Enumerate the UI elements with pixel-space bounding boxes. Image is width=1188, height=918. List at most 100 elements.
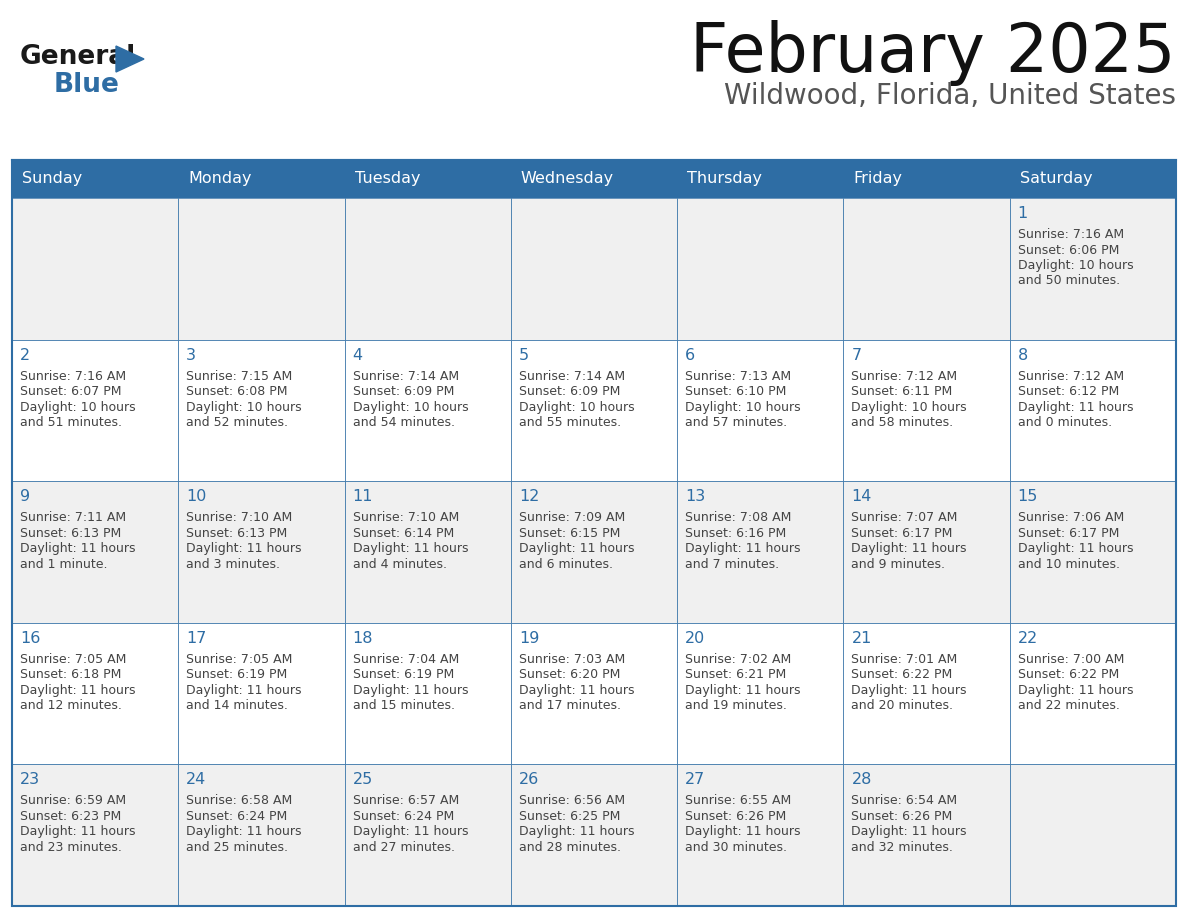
Text: and 9 minutes.: and 9 minutes. xyxy=(852,558,946,571)
Text: 16: 16 xyxy=(20,631,40,645)
Text: 7: 7 xyxy=(852,348,861,363)
Text: Sunrise: 7:13 AM: Sunrise: 7:13 AM xyxy=(685,370,791,383)
Text: and 3 minutes.: and 3 minutes. xyxy=(187,558,280,571)
Text: Sunrise: 7:16 AM: Sunrise: 7:16 AM xyxy=(20,370,126,383)
Text: Sunrise: 7:14 AM: Sunrise: 7:14 AM xyxy=(519,370,625,383)
Text: Daylight: 11 hours: Daylight: 11 hours xyxy=(1018,543,1133,555)
Text: Thursday: Thursday xyxy=(687,172,763,186)
Text: Sunrise: 6:55 AM: Sunrise: 6:55 AM xyxy=(685,794,791,808)
Text: and 15 minutes.: and 15 minutes. xyxy=(353,700,455,712)
Bar xyxy=(677,622,843,765)
Bar xyxy=(843,198,1010,340)
Bar xyxy=(178,765,345,906)
Text: Daylight: 11 hours: Daylight: 11 hours xyxy=(685,825,801,838)
Text: Sunset: 6:26 PM: Sunset: 6:26 PM xyxy=(685,810,786,823)
Text: Sunrise: 7:07 AM: Sunrise: 7:07 AM xyxy=(852,511,958,524)
Text: 13: 13 xyxy=(685,489,706,504)
Bar xyxy=(843,160,1010,198)
Text: Daylight: 10 hours: Daylight: 10 hours xyxy=(519,400,634,414)
Text: Tuesday: Tuesday xyxy=(354,172,421,186)
Bar xyxy=(345,622,511,765)
Text: General: General xyxy=(20,44,137,70)
Bar xyxy=(12,198,178,340)
Text: Sunset: 6:14 PM: Sunset: 6:14 PM xyxy=(353,527,454,540)
Text: Sunrise: 7:03 AM: Sunrise: 7:03 AM xyxy=(519,653,625,666)
Bar xyxy=(12,765,178,906)
Bar xyxy=(12,340,178,481)
Text: 11: 11 xyxy=(353,489,373,504)
Text: 25: 25 xyxy=(353,772,373,788)
Text: Daylight: 11 hours: Daylight: 11 hours xyxy=(187,684,302,697)
Text: Daylight: 11 hours: Daylight: 11 hours xyxy=(20,825,135,838)
Text: Sunrise: 7:09 AM: Sunrise: 7:09 AM xyxy=(519,511,625,524)
Bar xyxy=(511,622,677,765)
Text: and 32 minutes.: and 32 minutes. xyxy=(852,841,953,854)
Text: Sunset: 6:16 PM: Sunset: 6:16 PM xyxy=(685,527,786,540)
Text: Sunrise: 7:12 AM: Sunrise: 7:12 AM xyxy=(852,370,958,383)
Text: Daylight: 11 hours: Daylight: 11 hours xyxy=(187,825,302,838)
Text: 22: 22 xyxy=(1018,631,1038,645)
Bar xyxy=(1010,481,1176,622)
Bar xyxy=(12,481,178,622)
Text: and 14 minutes.: and 14 minutes. xyxy=(187,700,289,712)
Polygon shape xyxy=(116,46,144,72)
Text: Saturday: Saturday xyxy=(1019,172,1092,186)
Text: Sunrise: 7:11 AM: Sunrise: 7:11 AM xyxy=(20,511,126,524)
Text: Daylight: 10 hours: Daylight: 10 hours xyxy=(187,400,302,414)
Text: and 7 minutes.: and 7 minutes. xyxy=(685,558,779,571)
Text: Sunset: 6:19 PM: Sunset: 6:19 PM xyxy=(353,668,454,681)
Text: Sunrise: 7:02 AM: Sunrise: 7:02 AM xyxy=(685,653,791,666)
Text: Daylight: 11 hours: Daylight: 11 hours xyxy=(685,543,801,555)
Text: Sunset: 6:12 PM: Sunset: 6:12 PM xyxy=(1018,385,1119,398)
Text: Sunset: 6:06 PM: Sunset: 6:06 PM xyxy=(1018,243,1119,256)
Text: and 20 minutes.: and 20 minutes. xyxy=(852,700,954,712)
Bar xyxy=(677,765,843,906)
Text: and 30 minutes.: and 30 minutes. xyxy=(685,841,788,854)
Bar xyxy=(178,340,345,481)
Bar xyxy=(345,481,511,622)
Text: Daylight: 11 hours: Daylight: 11 hours xyxy=(852,825,967,838)
Text: Wildwood, Florida, United States: Wildwood, Florida, United States xyxy=(723,82,1176,110)
Text: Sunset: 6:08 PM: Sunset: 6:08 PM xyxy=(187,385,287,398)
Text: Sunrise: 7:06 AM: Sunrise: 7:06 AM xyxy=(1018,511,1124,524)
Text: Blue: Blue xyxy=(53,72,120,98)
Text: 9: 9 xyxy=(20,489,30,504)
Bar xyxy=(843,765,1010,906)
Text: Sunset: 6:24 PM: Sunset: 6:24 PM xyxy=(187,810,287,823)
Text: and 10 minutes.: and 10 minutes. xyxy=(1018,558,1120,571)
Text: and 55 minutes.: and 55 minutes. xyxy=(519,416,621,429)
Bar xyxy=(178,622,345,765)
Text: Sunrise: 7:10 AM: Sunrise: 7:10 AM xyxy=(353,511,459,524)
Bar xyxy=(178,481,345,622)
Text: and 25 minutes.: and 25 minutes. xyxy=(187,841,289,854)
Text: Sunset: 6:17 PM: Sunset: 6:17 PM xyxy=(1018,527,1119,540)
Text: Sunset: 6:24 PM: Sunset: 6:24 PM xyxy=(353,810,454,823)
Text: Daylight: 10 hours: Daylight: 10 hours xyxy=(1018,259,1133,272)
Text: Sunset: 6:09 PM: Sunset: 6:09 PM xyxy=(353,385,454,398)
Text: and 51 minutes.: and 51 minutes. xyxy=(20,416,122,429)
Text: and 54 minutes.: and 54 minutes. xyxy=(353,416,455,429)
Text: Daylight: 11 hours: Daylight: 11 hours xyxy=(519,825,634,838)
Text: Sunset: 6:09 PM: Sunset: 6:09 PM xyxy=(519,385,620,398)
Text: 28: 28 xyxy=(852,772,872,788)
Text: and 19 minutes.: and 19 minutes. xyxy=(685,700,786,712)
Text: Sunset: 6:21 PM: Sunset: 6:21 PM xyxy=(685,668,786,681)
Text: and 27 minutes.: and 27 minutes. xyxy=(353,841,455,854)
Text: 5: 5 xyxy=(519,348,529,363)
Text: Daylight: 11 hours: Daylight: 11 hours xyxy=(852,684,967,697)
Text: and 28 minutes.: and 28 minutes. xyxy=(519,841,621,854)
Bar xyxy=(178,160,345,198)
Text: Sunset: 6:19 PM: Sunset: 6:19 PM xyxy=(187,668,287,681)
Bar xyxy=(511,160,677,198)
Bar xyxy=(677,340,843,481)
Text: Sunrise: 7:15 AM: Sunrise: 7:15 AM xyxy=(187,370,292,383)
Text: Sunrise: 7:05 AM: Sunrise: 7:05 AM xyxy=(20,653,126,666)
Text: Sunset: 6:15 PM: Sunset: 6:15 PM xyxy=(519,527,620,540)
Text: Sunset: 6:13 PM: Sunset: 6:13 PM xyxy=(187,527,287,540)
Text: and 52 minutes.: and 52 minutes. xyxy=(187,416,289,429)
Bar xyxy=(677,160,843,198)
Text: Wednesday: Wednesday xyxy=(520,172,614,186)
Bar xyxy=(345,198,511,340)
Text: 20: 20 xyxy=(685,631,706,645)
Bar xyxy=(843,340,1010,481)
